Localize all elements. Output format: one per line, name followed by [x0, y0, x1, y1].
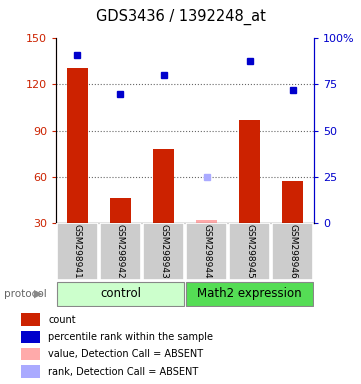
FancyBboxPatch shape [186, 282, 313, 306]
Text: control: control [100, 287, 141, 300]
Bar [21, 313, 40, 326]
Bar [21, 331, 40, 343]
Bar [21, 365, 40, 378]
Text: count: count [48, 314, 76, 325]
Bar [57, 223, 98, 280]
Bar [100, 223, 141, 280]
Text: ▶: ▶ [34, 289, 42, 299]
Text: GSM298942: GSM298942 [116, 224, 125, 279]
Bar [229, 223, 270, 280]
FancyBboxPatch shape [57, 282, 184, 306]
Bar [282, 181, 303, 223]
Text: GSM298941: GSM298941 [73, 224, 82, 279]
Text: value, Detection Call = ABSENT: value, Detection Call = ABSENT [48, 349, 203, 359]
Bar [153, 149, 174, 223]
Bar [186, 223, 227, 280]
Bar [143, 223, 184, 280]
Bar [67, 68, 88, 223]
Bar [110, 198, 131, 223]
Text: Math2 expression: Math2 expression [197, 287, 302, 300]
Bar [272, 223, 313, 280]
Text: GSM298943: GSM298943 [159, 224, 168, 279]
Bar [239, 120, 260, 223]
Text: GSM298944: GSM298944 [202, 224, 211, 279]
Text: GSM298945: GSM298945 [245, 224, 254, 279]
Text: GSM298946: GSM298946 [288, 224, 297, 279]
Text: protocol: protocol [4, 289, 46, 299]
Text: percentile rank within the sample: percentile rank within the sample [48, 332, 213, 342]
Bar [21, 348, 40, 361]
Bar [196, 220, 217, 223]
Text: rank, Detection Call = ABSENT: rank, Detection Call = ABSENT [48, 366, 199, 377]
Text: GDS3436 / 1392248_at: GDS3436 / 1392248_at [96, 9, 265, 25]
